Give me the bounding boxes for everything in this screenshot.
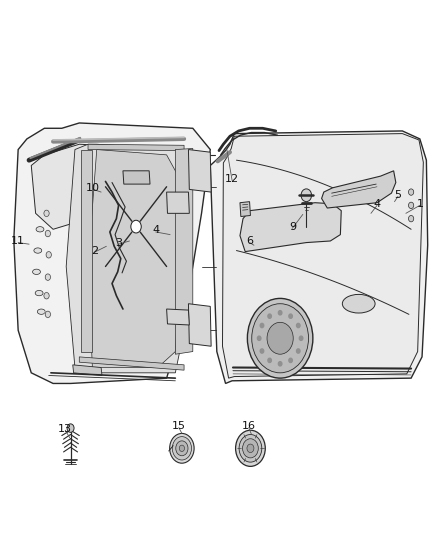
Text: 5: 5 [395, 190, 402, 200]
Polygon shape [188, 150, 211, 192]
Polygon shape [240, 203, 341, 252]
Circle shape [289, 314, 292, 318]
Polygon shape [188, 304, 211, 346]
Circle shape [289, 358, 292, 362]
Circle shape [301, 189, 311, 201]
Circle shape [247, 298, 313, 378]
Polygon shape [240, 201, 251, 216]
Text: 15: 15 [172, 421, 186, 431]
Text: 12: 12 [225, 174, 239, 184]
Circle shape [45, 274, 50, 280]
Polygon shape [88, 144, 184, 151]
Text: 16: 16 [242, 421, 256, 431]
Polygon shape [81, 150, 92, 352]
Polygon shape [223, 134, 424, 378]
Ellipse shape [37, 309, 45, 314]
Ellipse shape [34, 248, 42, 253]
Circle shape [170, 433, 194, 463]
Polygon shape [66, 144, 193, 373]
Text: 11: 11 [11, 236, 25, 246]
Circle shape [260, 349, 264, 353]
Polygon shape [88, 150, 184, 368]
Circle shape [409, 202, 414, 208]
Circle shape [243, 439, 258, 458]
Circle shape [131, 220, 141, 233]
Text: 13: 13 [58, 424, 72, 434]
Circle shape [297, 349, 300, 353]
Circle shape [260, 324, 264, 328]
Polygon shape [166, 309, 189, 325]
Text: 2: 2 [91, 246, 98, 255]
Circle shape [252, 304, 308, 373]
Circle shape [247, 444, 254, 453]
Polygon shape [166, 192, 189, 213]
Polygon shape [14, 123, 210, 383]
Circle shape [44, 293, 49, 299]
Circle shape [67, 424, 74, 432]
Circle shape [44, 210, 49, 216]
Circle shape [239, 434, 262, 462]
Circle shape [46, 252, 51, 258]
Circle shape [279, 362, 282, 366]
Circle shape [179, 445, 184, 451]
Polygon shape [123, 171, 150, 184]
Circle shape [45, 230, 50, 237]
Circle shape [409, 189, 414, 195]
Circle shape [279, 311, 282, 315]
Text: 10: 10 [86, 183, 100, 193]
Polygon shape [175, 149, 193, 354]
Text: 1: 1 [417, 199, 424, 209]
Text: 3: 3 [115, 238, 122, 247]
Circle shape [268, 358, 272, 362]
Circle shape [267, 322, 293, 354]
Circle shape [409, 215, 414, 222]
Circle shape [176, 441, 188, 456]
Text: 4: 4 [374, 199, 381, 209]
Polygon shape [321, 171, 396, 208]
Circle shape [299, 336, 303, 341]
Circle shape [297, 324, 300, 328]
Text: 6: 6 [246, 236, 253, 246]
Polygon shape [73, 365, 102, 375]
Polygon shape [210, 131, 427, 383]
Polygon shape [79, 357, 184, 370]
Ellipse shape [35, 290, 43, 296]
Ellipse shape [32, 269, 40, 274]
Circle shape [258, 336, 261, 341]
Ellipse shape [343, 294, 375, 313]
Circle shape [172, 437, 191, 460]
Text: 9: 9 [289, 222, 296, 232]
Text: 4: 4 [152, 225, 159, 236]
Circle shape [236, 430, 265, 466]
Circle shape [45, 311, 50, 318]
Ellipse shape [36, 227, 44, 232]
Polygon shape [31, 144, 193, 229]
Circle shape [268, 314, 272, 318]
